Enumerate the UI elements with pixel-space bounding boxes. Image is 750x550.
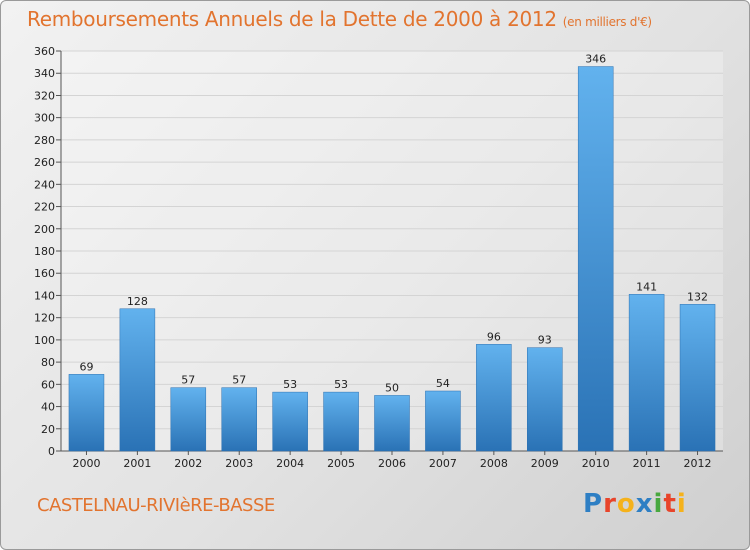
- y-tick-label: 340: [34, 67, 55, 80]
- proxiti-logo: Proxiti: [583, 489, 687, 519]
- logo-letter: r: [603, 489, 617, 519]
- y-tick-label: 360: [34, 45, 55, 58]
- x-tick-label-2001: 2001: [123, 457, 151, 470]
- logo-letter: x: [635, 489, 654, 519]
- y-tick-label: 320: [34, 89, 55, 102]
- bar-2011: [628, 294, 665, 452]
- y-tick-label: 200: [34, 223, 55, 236]
- bar-2007: [425, 390, 461, 452]
- logo-letter: i: [653, 489, 664, 519]
- value-label-2003: 57: [232, 374, 246, 387]
- chart-title: Remboursements Annuels de la Dette de 20…: [27, 7, 652, 31]
- chart-unit: (en milliers d'€): [562, 15, 652, 29]
- y-tick-label: 20: [41, 423, 55, 436]
- y-tick-label: 100: [34, 334, 55, 347]
- bar-2010: [577, 66, 614, 452]
- x-tick-label-2002: 2002: [174, 457, 202, 470]
- y-tick-label: 180: [34, 245, 55, 258]
- x-tick-label-2011: 2011: [633, 457, 661, 470]
- y-tick-label: 0: [48, 445, 55, 458]
- value-label-2006: 50: [385, 381, 399, 394]
- value-label-2000: 69: [79, 360, 93, 373]
- value-label-2010: 346: [585, 53, 606, 66]
- bar-2002: [170, 387, 207, 452]
- bar-2001: [119, 308, 156, 452]
- bar-2008: [476, 344, 512, 452]
- y-tick-label: 240: [34, 178, 55, 191]
- value-label-2002: 57: [181, 374, 195, 387]
- logo-letter: i: [676, 489, 687, 519]
- value-label-2009: 93: [538, 334, 552, 347]
- x-tick-label-2008: 2008: [480, 457, 508, 470]
- x-tick-label-2010: 2010: [582, 457, 610, 470]
- bar-2006: [374, 395, 410, 452]
- bar-2012: [679, 304, 716, 452]
- value-label-2001: 128: [127, 295, 148, 308]
- y-tick-label: 280: [34, 134, 55, 147]
- x-tick-label-2005: 2005: [327, 457, 355, 470]
- chart-title-text: Remboursements Annuels de la Dette de 20…: [27, 7, 557, 31]
- bar-2005: [323, 391, 359, 452]
- y-tick-label: 300: [34, 112, 55, 125]
- y-tick-label: 40: [41, 401, 55, 414]
- bar-2004: [272, 391, 308, 452]
- x-tick-label-2000: 2000: [72, 457, 100, 470]
- y-tick-label: 120: [34, 312, 55, 325]
- bar-2000: [68, 374, 105, 452]
- y-tick-label: 260: [34, 156, 55, 169]
- value-label-2007: 54: [436, 377, 450, 390]
- logo-letter: t: [663, 489, 677, 519]
- bar-2009: [527, 347, 563, 452]
- x-tick-label-2009: 2009: [531, 457, 559, 470]
- x-tick-label-2007: 2007: [429, 457, 457, 470]
- x-tick-label-2012: 2012: [684, 457, 712, 470]
- logo-letter: o: [616, 489, 636, 519]
- x-tick-label-2004: 2004: [276, 457, 304, 470]
- y-tick-label: 60: [41, 378, 55, 391]
- y-tick-label: 140: [34, 289, 55, 302]
- bar-2003: [221, 387, 257, 452]
- value-label-2004: 53: [283, 378, 297, 391]
- value-label-2011: 141: [636, 280, 657, 293]
- logo-letter: P: [583, 489, 604, 519]
- location-label: CASTELNAU-RIVIèRE-BASSE: [37, 495, 275, 516]
- x-tick-label-2006: 2006: [378, 457, 406, 470]
- value-label-2012: 132: [687, 290, 708, 303]
- value-label-2005: 53: [334, 378, 348, 391]
- y-tick-label: 160: [34, 267, 55, 280]
- value-label-2008: 96: [487, 330, 501, 343]
- y-tick-label: 80: [41, 356, 55, 369]
- y-tick-label: 220: [34, 201, 55, 214]
- x-tick-label-2003: 2003: [225, 457, 253, 470]
